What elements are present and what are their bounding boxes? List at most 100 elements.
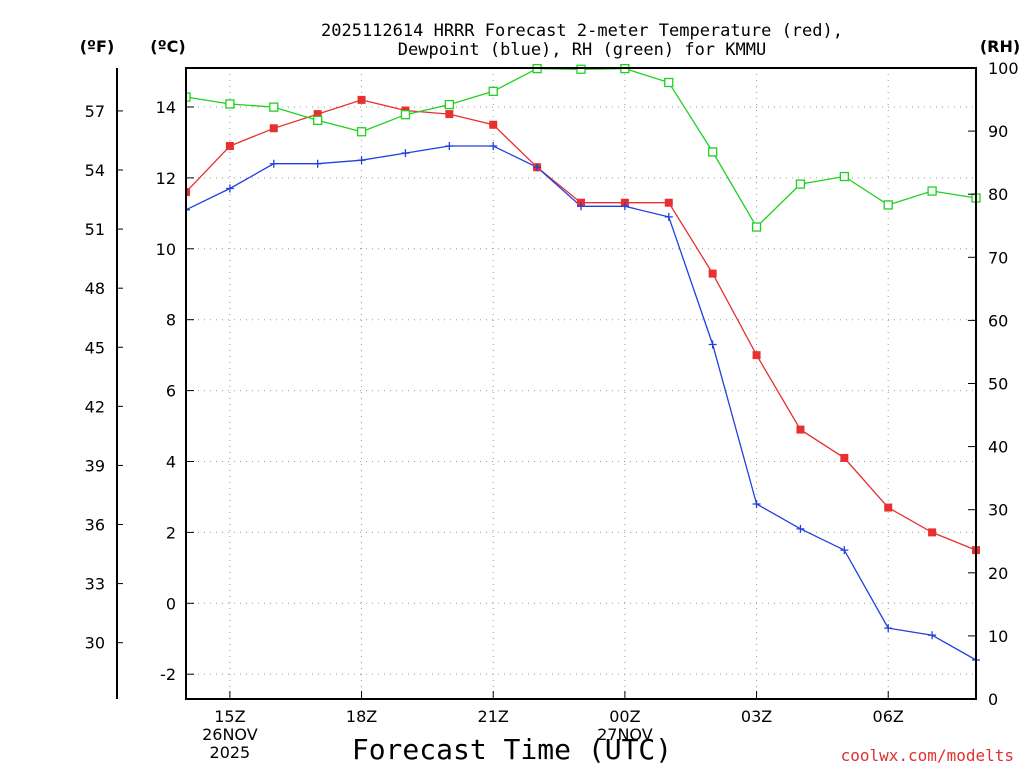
rh-tick-label: 0 [988,690,998,709]
time-tick-label: 06Z [873,707,904,726]
fahrenheit-unit-label: (ºF) [80,37,115,56]
rh-point [400,110,411,120]
rh-point [708,147,718,157]
celsius-tick-label: 8 [166,311,176,330]
time-tick-label: 00Z [609,707,640,726]
series-lines [186,67,977,661]
dewpoint-point [620,202,629,211]
time-tick-label: 15Z [214,707,245,726]
time-tick-label: 03Z [741,707,772,726]
rh-point [751,222,762,232]
fahrenheit-tick-label: 54 [85,161,105,180]
rh-point [883,200,893,210]
temperature-point [752,351,761,360]
fahrenheit-tick-label: 30 [85,634,105,653]
credit-text: coolwx.com/modelts [841,746,1014,765]
time-tick-label: 27NOV [597,725,653,744]
chart-title-line-2: Dewpoint (blue), RH (green) for KMMU [398,40,766,60]
grid-lines [186,68,976,699]
celsius-tick-label: -2 [160,665,176,684]
dewpoint-point [796,524,805,533]
celsius-tick-label: 10 [156,240,176,259]
rh-point [269,102,279,112]
fahrenheit-tick-label: 36 [85,516,105,535]
plot-frame [185,67,977,700]
time-tick-label: 26NOV [202,725,258,744]
temperature-series-line [186,99,977,551]
fahrenheit-tick-label: 51 [85,220,105,239]
dewpoint-point [357,156,366,165]
chart-title-line-1: 2025112614 HRRR Forecast 2-meter Tempera… [321,21,843,41]
rh-tick-label: 40 [988,438,1008,457]
time-tick-label: 18Z [346,707,377,726]
series-markers [186,63,981,665]
temperature-point [796,425,805,434]
x-axis-title: Forecast Time (UTC) [352,733,672,766]
temperature-point [489,120,498,129]
time-tick-label: 21Z [478,707,509,726]
temperature-point [840,453,849,462]
rh-point [356,127,367,137]
rh-tick-label: 50 [988,375,1008,394]
fahrenheit-tick-label: 57 [85,102,105,121]
axis-ticks: -2 0 2 4 6 8 10 12 14 30 33 36 39 42 45 48 51 54 57 0 10 20 30… [85,59,1019,762]
dewpoint-point [269,159,278,168]
rh-tick-label: 80 [988,185,1008,204]
rh-tick-label: 70 [988,248,1008,267]
rh-point [795,179,806,189]
rh-point [313,115,323,126]
rh-point [576,64,586,74]
rh-point [927,186,937,196]
rh-tick-label: 100 [988,59,1019,78]
rh-tick-label: 60 [988,311,1008,330]
rh-tick-label: 90 [988,122,1008,141]
dewpoint-point [489,141,498,150]
fahrenheit-tick-label: 45 [85,338,105,357]
celsius-tick-label: 2 [166,523,176,542]
dewpoint-point [186,205,190,214]
rh-tick-label: 10 [988,627,1008,646]
fahrenheit-tick-label: 48 [85,279,105,298]
rh-point [186,92,191,102]
dewpoint-point [401,149,410,158]
temperature-point [225,141,234,150]
rh-point [225,99,235,109]
rh-point [488,86,498,96]
dewpoint-point [928,631,937,640]
time-tick-label: 2025 [210,743,251,762]
dewpoint-point [884,624,893,633]
temperature-point [313,110,322,119]
temperature-point [357,95,366,104]
celsius-tick-label: 14 [156,98,176,117]
celsius-tick-label: 6 [166,382,176,401]
celsius-tick-label: 0 [166,594,176,613]
dewpoint-point [445,141,454,150]
dewpoint-point [752,500,761,509]
temperature-point [928,528,937,537]
dewpoint-point [577,202,585,211]
dewpoint-point [664,212,673,221]
fahrenheit-tick-label: 33 [85,575,105,594]
fahrenheit-tick-label: 39 [85,456,105,475]
celsius-tick-label: 12 [156,169,176,188]
dewpoint-point [533,163,542,172]
dewpoint-point [840,546,849,555]
rh-tick-label: 20 [988,564,1008,583]
temperature-point [269,124,278,133]
dewpoint-point [225,184,234,193]
temperature-point [664,198,673,207]
fahrenheit-tick-label: 42 [85,397,105,416]
celsius-unit-label: (ºC) [150,37,185,56]
celsius-tick-label: 4 [166,452,176,471]
rh-tick-label: 30 [988,501,1008,520]
dewpoint-series-line [186,145,977,661]
dewpoint-point [313,159,322,168]
temperature-point [884,503,893,512]
rh-unit-label: (RH) [980,37,1020,56]
temperature-point [708,269,717,278]
rh-point [839,171,849,182]
rh-point [444,99,454,110]
rh-point [664,77,674,88]
dewpoint-point [708,340,717,349]
